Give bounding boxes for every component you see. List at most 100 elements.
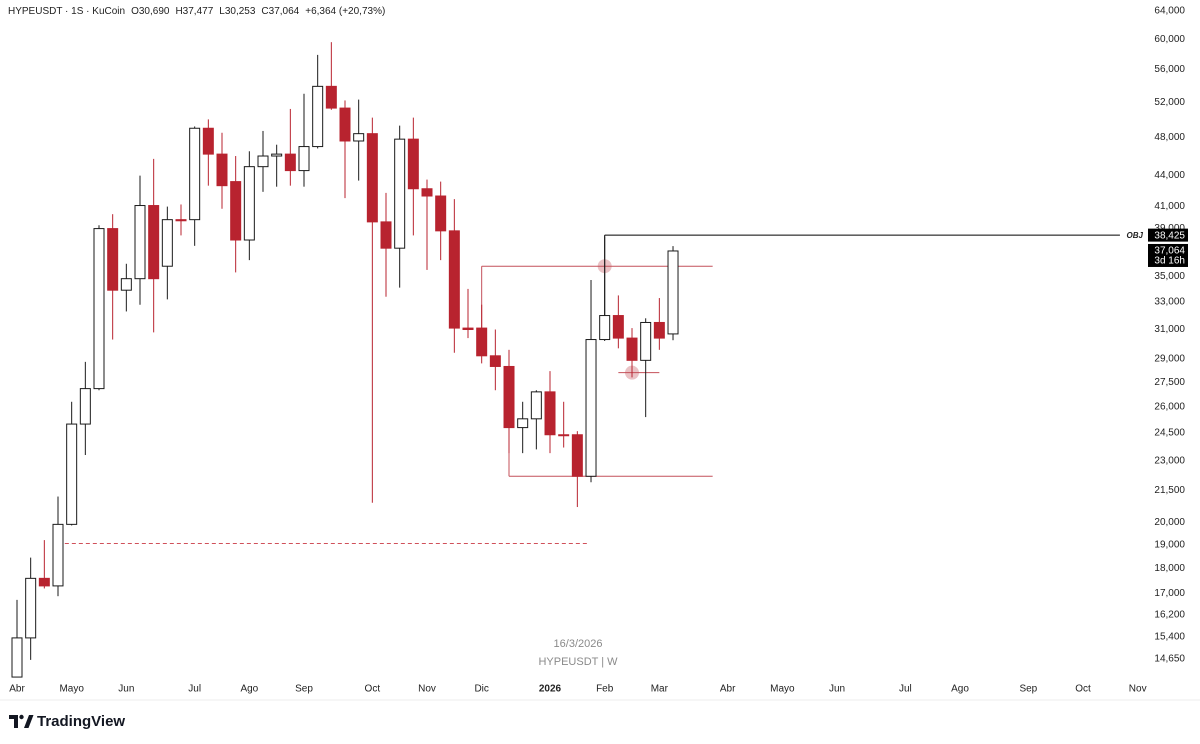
candle-body (448, 230, 460, 329)
x-tick-label: 2026 (539, 684, 562, 695)
y-tick-label: 56,000 (1154, 64, 1185, 75)
price-tag-label: 38,425 (1154, 230, 1185, 241)
y-tick-label: 17,000 (1154, 588, 1185, 599)
candle-body (52, 523, 64, 587)
x-tick-label: Jul (899, 684, 912, 695)
y-tick-label: 31,000 (1154, 324, 1185, 335)
candle-body (120, 278, 132, 291)
y-tick-label: 48,000 (1154, 132, 1185, 143)
candle-body (38, 577, 50, 587)
candle-body (571, 434, 583, 477)
candle-body (626, 337, 638, 361)
price-tag-box (1148, 228, 1188, 242)
x-tick-label: Mar (651, 684, 669, 695)
x-tick-label: Nov (418, 684, 436, 695)
candle-body (407, 138, 419, 190)
brand-logo (9, 714, 34, 728)
last-price-label: 37,064 (1154, 246, 1185, 257)
x-tick-label: Abr (720, 684, 736, 695)
candle-body (175, 219, 187, 222)
y-tick-label: 21,500 (1154, 485, 1185, 496)
candle-body (79, 388, 91, 425)
last-price-box (1148, 243, 1188, 267)
ohlc-low: L30,253 (219, 6, 256, 17)
candle-body (667, 250, 679, 335)
candle-body (312, 85, 324, 148)
candle-body (298, 146, 310, 172)
candle-body (585, 339, 597, 477)
y-tick-label: 18,000 (1154, 563, 1185, 574)
candle-body (11, 637, 23, 678)
candle-body (476, 327, 488, 357)
candle-body (339, 107, 351, 142)
x-tick-label: Ago (240, 684, 258, 695)
ohlc-open: O30,690 (131, 6, 170, 17)
candle-body (202, 127, 214, 155)
candle-body (353, 133, 365, 142)
candle-body (216, 153, 228, 187)
level-text: OBJ (1127, 231, 1144, 240)
y-tick-label: 26,000 (1154, 401, 1185, 412)
candle-body (243, 166, 255, 241)
candle-body (380, 221, 392, 249)
x-tick-label: Mayo (770, 684, 795, 695)
y-tick-label: 44,000 (1154, 170, 1185, 181)
chart-header: HYPEUSDT · 1S · KuCoin O30,690 H37,477 L30,… (8, 6, 385, 17)
y-tick-label: 29,000 (1154, 353, 1185, 364)
change: +6,364 (+20,73%) (305, 6, 385, 17)
candle-body (148, 205, 160, 280)
candle-body (93, 228, 105, 390)
y-tick-label: 19,000 (1154, 539, 1185, 550)
candle-body (489, 355, 501, 367)
candle-body (544, 391, 556, 436)
x-tick-label: Sep (1019, 684, 1037, 695)
candle-body (462, 327, 474, 331)
y-tick-label: 15,400 (1154, 632, 1185, 643)
y-tick-label: 41,000 (1154, 201, 1185, 212)
candle-body (503, 365, 515, 429)
ohlc-high: H37,477 (175, 6, 213, 17)
candle-body (599, 315, 611, 341)
y-tick-label: 35,000 (1154, 271, 1185, 282)
candle-body (134, 205, 146, 280)
x-tick-label: Abr (9, 684, 25, 695)
candle-body (271, 153, 283, 157)
y-tick-label: 14,650 (1154, 654, 1185, 665)
candle-body (366, 133, 378, 223)
candle-body (517, 418, 529, 429)
x-tick-label: Ago (951, 684, 969, 695)
y-tick-label: 60,000 (1154, 34, 1185, 45)
y-tick-label: 23,000 (1154, 455, 1185, 466)
candle-body (530, 391, 542, 420)
x-tick-label: Jun (118, 684, 134, 695)
x-tick-label: Sep (295, 684, 313, 695)
candle-body (107, 228, 119, 291)
x-tick-label: Feb (596, 684, 614, 695)
candle-body (25, 577, 37, 639)
x-tick-label: Jul (188, 684, 201, 695)
candle-body (612, 315, 624, 339)
candle-body (558, 434, 570, 437)
y-tick-label: 20,000 (1154, 517, 1185, 528)
candle-body (325, 85, 337, 109)
candle-body (230, 181, 242, 241)
countdown-label: 3d 16h (1154, 256, 1185, 267)
y-tick-label: 16,200 (1154, 609, 1185, 620)
watermark-symbol: HYPEUSDT | W (538, 656, 618, 668)
candle-body (161, 219, 173, 267)
brand-name: TradingView (37, 713, 125, 730)
x-tick-label: Mayo (59, 684, 84, 695)
y-tick-label: 52,000 (1154, 97, 1185, 108)
ohlc-close: C37,064 (261, 6, 299, 17)
x-tick-label: Dic (474, 684, 488, 695)
candle-body (189, 127, 201, 221)
candle-body (66, 423, 78, 525)
candle-body (640, 321, 652, 361)
candle-body (394, 138, 406, 249)
candle-body (257, 155, 269, 168)
symbol: HYPEUSDT · 1S · KuCoin (8, 6, 125, 17)
y-tick-label: 33,000 (1154, 297, 1185, 308)
y-tick-label: 64,000 (1154, 5, 1185, 16)
